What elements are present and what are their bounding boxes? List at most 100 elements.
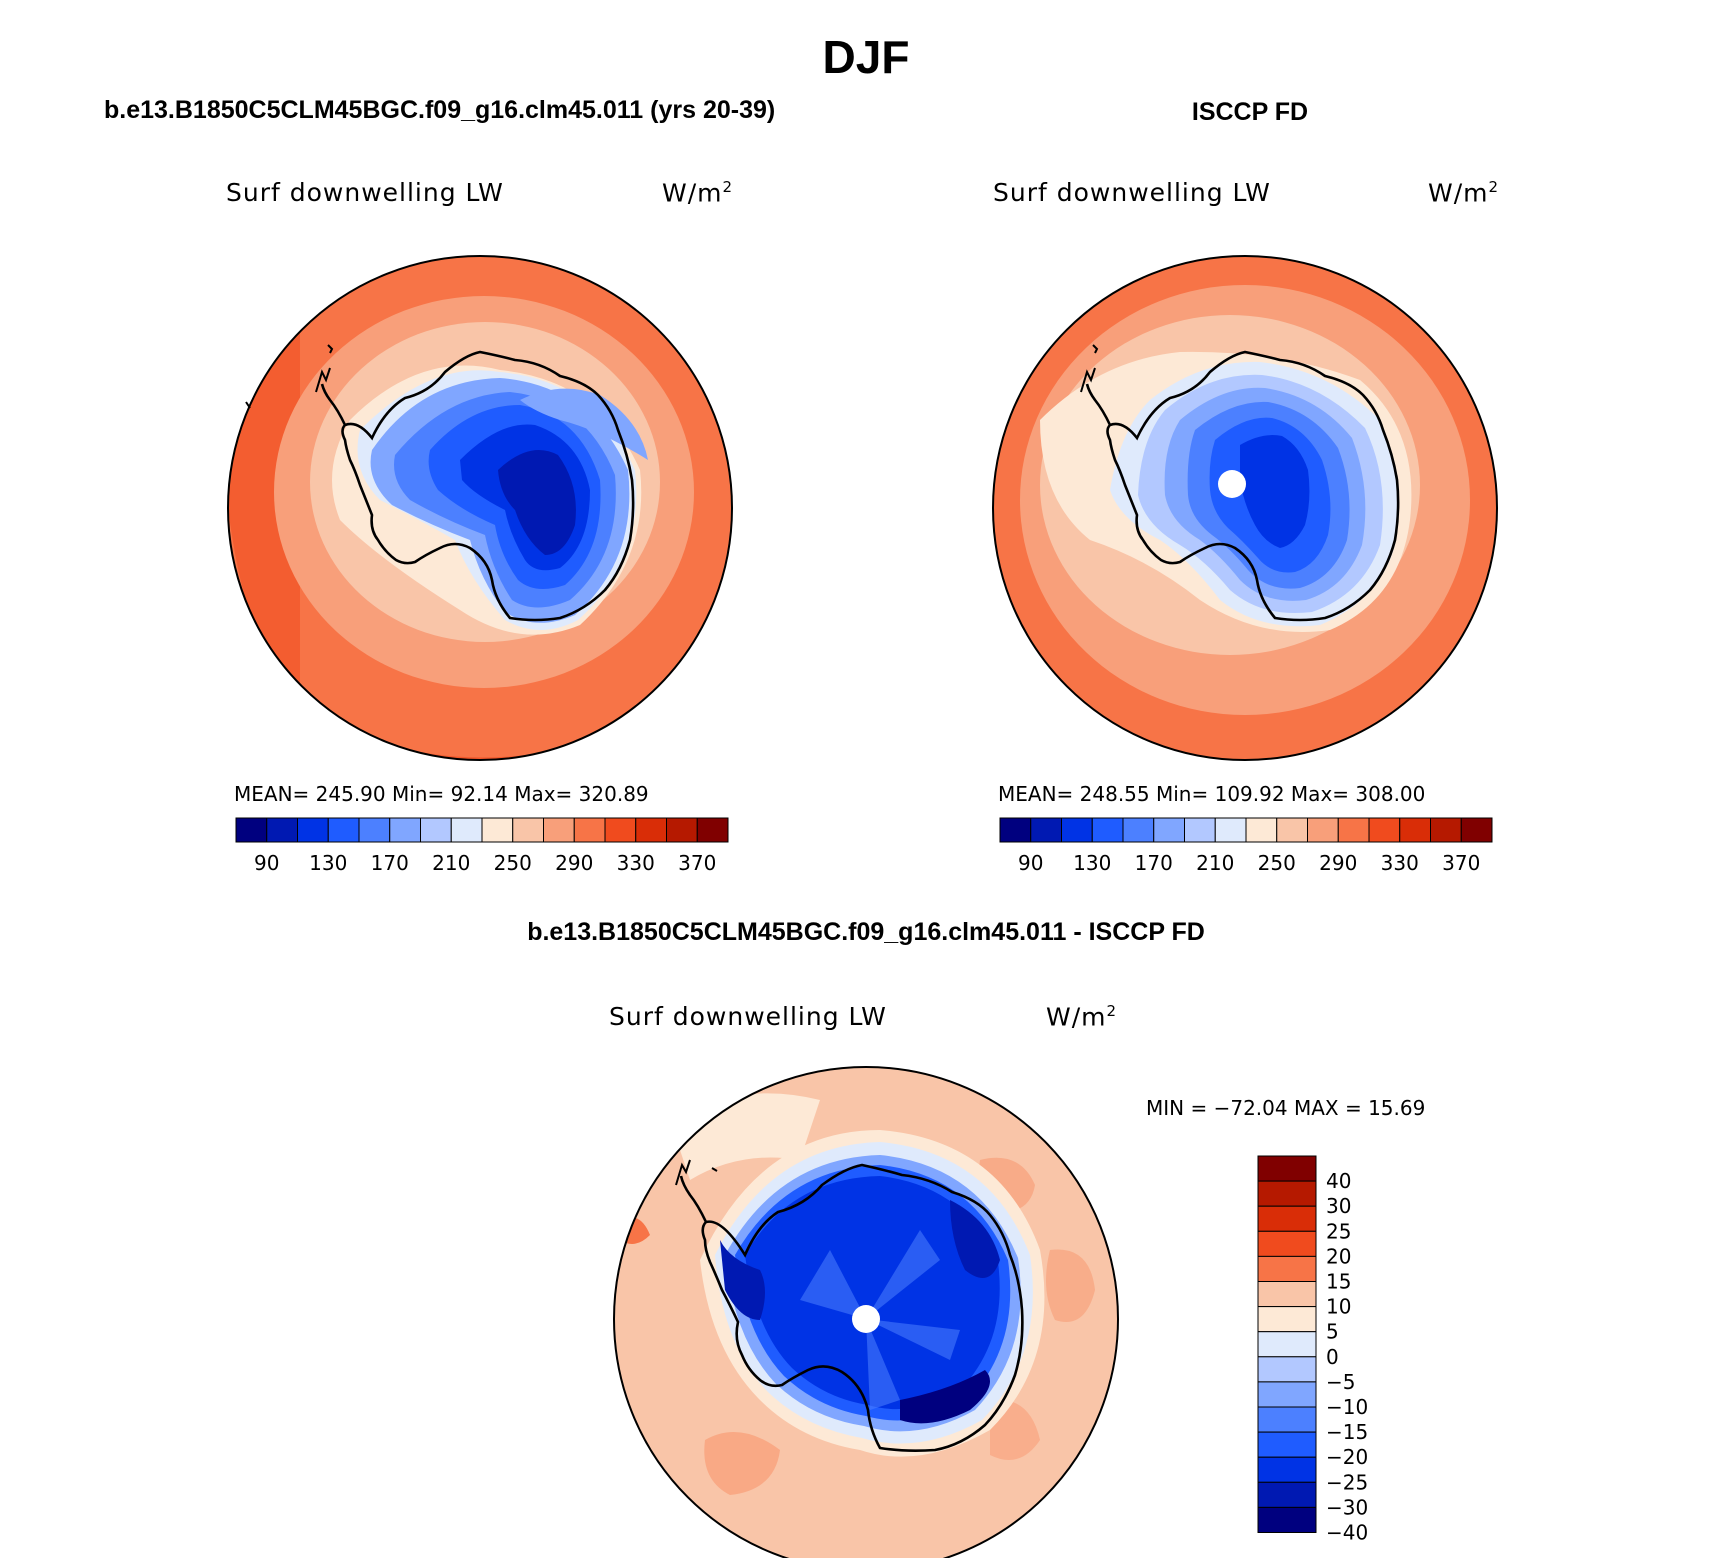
colorbar-swatch xyxy=(1257,1381,1317,1408)
colorbar-swatch xyxy=(1061,817,1093,843)
colorbar-tick-label: −25 xyxy=(1326,1470,1368,1494)
colorbar-tick-label: 210 xyxy=(1196,851,1234,875)
contour-band xyxy=(1046,1249,1095,1322)
colorbar-swatch xyxy=(1337,817,1370,843)
map-boundary xyxy=(227,255,733,761)
main-title: DJF xyxy=(822,31,910,83)
colorbar-tick-label: 250 xyxy=(1258,851,1296,875)
south-america-tip xyxy=(315,367,331,393)
panel-obs-title: ISCCP FD xyxy=(1191,98,1309,126)
colorbar-swatch xyxy=(1257,1481,1317,1508)
panel-model-variable: Surf downwelling LW xyxy=(226,178,504,207)
panel-model-stats: MEAN= 245.90 Min= 92.14 Max= 320.89 xyxy=(234,782,649,806)
units-exponent: 2 xyxy=(1488,178,1500,196)
colorbar-swatch xyxy=(327,817,360,843)
falkland-islands xyxy=(327,344,334,354)
colorbar-tick-label: −40 xyxy=(1326,1521,1368,1545)
colorbar-swatch xyxy=(1430,817,1462,843)
contour-band xyxy=(800,1230,960,1410)
falkland-islands xyxy=(1092,344,1099,354)
panel-diff-title: b.e13.B1850C5CLM45BGC.f09_g16.clm45.011 … xyxy=(527,918,1205,946)
colorbar-swatch xyxy=(358,817,391,843)
colorbar-swatch xyxy=(1257,1230,1317,1257)
colorbar-tick-label: −20 xyxy=(1326,1445,1368,1469)
colorbar-tick-label: 290 xyxy=(555,851,593,875)
colorbar-swatch xyxy=(1091,817,1124,843)
colorbar-swatch xyxy=(666,817,698,843)
units-base: W/m xyxy=(1428,178,1489,208)
antarctic-peninsula xyxy=(320,383,347,426)
panel-diff-map xyxy=(613,1066,1119,1558)
colorbar-tick-label: 330 xyxy=(1381,851,1419,875)
colorbar-swatch xyxy=(1153,817,1185,843)
colorbar-swatch xyxy=(1307,817,1339,843)
colorbar-swatch xyxy=(297,817,329,843)
colorbar-swatch xyxy=(1122,817,1155,843)
colorbar-tick-label: 20 xyxy=(1326,1244,1351,1268)
antarctica-coastline xyxy=(1106,350,1400,622)
contour-band xyxy=(950,1200,1000,1278)
colorbar-swatch xyxy=(266,817,298,843)
colorbar-swatch xyxy=(1257,1155,1317,1182)
colorbar-swatch xyxy=(1184,817,1216,843)
colorbar-swatch xyxy=(1257,1406,1317,1433)
colorbar-tick-label: 40 xyxy=(1326,1169,1351,1193)
colorbar-tick-label: 5 xyxy=(1326,1320,1339,1344)
colorbar-swatch xyxy=(512,817,544,843)
antarctic-peninsula xyxy=(679,1175,708,1223)
colorbar-tick-label: −30 xyxy=(1326,1495,1368,1519)
contour-band xyxy=(498,450,576,555)
panel-obs-stats: MEAN= 248.55 Min= 109.92 Max= 308.00 xyxy=(998,782,1426,806)
colorbar-tick-label: 330 xyxy=(617,851,655,875)
colorbar-swatch xyxy=(481,817,514,843)
colorbar-tick-label: 15 xyxy=(1326,1270,1351,1294)
colorbar-tick-label: 170 xyxy=(1135,851,1173,875)
colorbar-swatch xyxy=(1030,817,1062,843)
panel-model-units: W/m2 xyxy=(662,178,733,207)
colorbar-swatch xyxy=(420,817,452,843)
units-exponent: 2 xyxy=(1106,1002,1118,1020)
panel-model-map xyxy=(227,255,733,761)
colorbar-tick-label: −5 xyxy=(1326,1370,1355,1394)
colorbar-swatch xyxy=(1257,1306,1317,1333)
colorbar-tick-label: 10 xyxy=(1326,1295,1351,1319)
contour-band xyxy=(720,1240,765,1320)
panel-obs-variable: Surf downwelling LW xyxy=(993,178,1271,207)
units-exponent: 2 xyxy=(722,178,734,196)
colorbar-swatch xyxy=(1257,1431,1317,1458)
colorbar-swatch xyxy=(1214,817,1247,843)
colorbar-tick-label: 0 xyxy=(1326,1345,1339,1369)
units-base: W/m xyxy=(1046,1002,1107,1032)
colorbar-tick-label: 90 xyxy=(1018,851,1043,875)
contour-band xyxy=(520,388,648,460)
colorbar-tick-label: −15 xyxy=(1326,1420,1368,1444)
antarctic-peninsula xyxy=(1085,383,1112,426)
colorbar-swatch xyxy=(1257,1331,1317,1358)
south-america-tip xyxy=(1080,367,1096,393)
missing-data-pole xyxy=(1218,470,1246,498)
colorbar-tick-label: 250 xyxy=(494,851,532,875)
colorbar-tick-label: 130 xyxy=(1073,851,1111,875)
colorbar-swatch xyxy=(1399,817,1431,843)
south-america-tip xyxy=(675,1159,691,1186)
missing-data-pole xyxy=(852,1305,880,1333)
map-boundary xyxy=(613,1066,1119,1558)
colorbar-swatch xyxy=(543,817,575,843)
colorbar-tick-label: 30 xyxy=(1326,1194,1351,1218)
colorbar-swatch xyxy=(1276,817,1308,843)
colorbar-tick-label: 170 xyxy=(371,851,409,875)
falkland-islands xyxy=(711,1167,718,1172)
panel-diff-minmax: MIN = −72.04 MAX = 15.69 xyxy=(1146,1096,1426,1120)
colorbar-tick-label: 130 xyxy=(309,851,347,875)
contour-band xyxy=(900,1370,990,1424)
colorbar-swatch xyxy=(696,817,729,843)
colorbar-tick-label: 370 xyxy=(1442,851,1480,875)
colorbar-swatch xyxy=(1257,1456,1317,1483)
colorbar-swatch xyxy=(1257,1281,1317,1308)
colorbar-swatch xyxy=(1257,1255,1317,1283)
panel-model-colorbar: 90 130 170 210 250 290 330 370 xyxy=(235,817,729,875)
colorbar-tick-label: 370 xyxy=(678,851,716,875)
